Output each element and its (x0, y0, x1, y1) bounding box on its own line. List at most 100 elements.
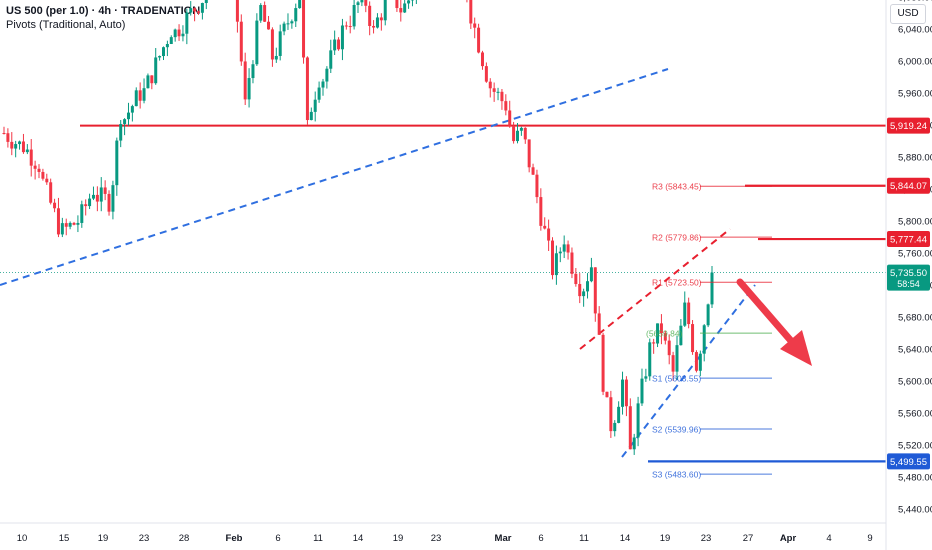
y-tick-label: 5,520.00 (898, 441, 932, 452)
time-axis[interactable]: 10 15 19 23 28 Feb 6 11 14 19 23 Mar 6 11 14 19 23 27 Apr 4… (17, 533, 873, 544)
long-trendline[interactable] (0, 68, 669, 286)
candle-body (352, 5, 356, 27)
candle-body (325, 68, 329, 82)
candle-body (6, 133, 10, 142)
candle-body (146, 75, 150, 89)
level-price-label: 5,919.24 (890, 121, 927, 132)
x-tick-label: 6 (538, 533, 543, 544)
candle-body (60, 223, 64, 235)
candle-body (259, 5, 263, 21)
candle-body (687, 302, 691, 325)
candle-body (107, 193, 111, 212)
candle-body (41, 171, 45, 179)
candle-body (239, 21, 243, 62)
candle-body (609, 397, 613, 432)
candle-body (683, 302, 687, 326)
bearish-arrow[interactable] (736, 278, 812, 366)
candle-body (375, 17, 379, 28)
price-axis[interactable]: 5,440.00 5,480.00 5,520.00 5,560.00 5,600.00… (898, 0, 932, 516)
candle-body (309, 111, 313, 121)
candle-body (473, 23, 477, 28)
channel-upper-line[interactable] (579, 228, 731, 350)
candle-body (278, 31, 282, 56)
candle-body (263, 5, 267, 22)
candle-body (150, 75, 154, 84)
y-tick-label: 5,800.00 (898, 217, 932, 228)
candle-body (554, 253, 558, 276)
candle-body (601, 334, 605, 392)
candle-body (282, 23, 286, 32)
y-tick-label: 6,040.00 (898, 25, 932, 36)
y-tick-label: 5,440.00 (898, 505, 932, 516)
candle-body (189, 8, 193, 13)
candle-body (527, 139, 531, 168)
level-price-label: 5,777.44 (890, 235, 927, 246)
current-price-tag (887, 264, 930, 291)
candle-body (193, 8, 197, 12)
candle-body (76, 222, 80, 225)
candle-body (321, 81, 325, 88)
y-tick-label: 5,760.00 (898, 249, 932, 260)
candle-body (504, 101, 508, 111)
candle-body (197, 11, 201, 13)
candle-body (138, 90, 142, 101)
candle-body (710, 272, 714, 305)
candle-body (119, 124, 123, 141)
channel-lower-line[interactable] (621, 284, 756, 458)
candle-body (356, 2, 360, 6)
candle-body (539, 197, 543, 226)
candle-body (659, 323, 663, 334)
indicator-legend[interactable]: Pivots (Traditional, Auto) (6, 19, 126, 31)
candle-body (621, 379, 625, 407)
candle-body (543, 225, 547, 229)
candle-body (586, 281, 590, 292)
candle-body (294, 8, 298, 22)
candle-body (337, 39, 341, 50)
x-tick-label: 27 (743, 533, 754, 544)
candle-body (624, 379, 628, 407)
horizontal-levels[interactable] (0, 124, 886, 463)
candle-body (72, 222, 76, 225)
x-tick-label: 9 (867, 533, 872, 544)
candle-body (14, 144, 18, 149)
pivot-label: S3 (5483.60) (652, 470, 701, 480)
candle-body (519, 127, 523, 131)
candle-body (29, 149, 33, 166)
candle-body (302, 0, 306, 58)
candle-body (566, 244, 570, 253)
candle-body (64, 223, 68, 227)
candle-body (247, 78, 251, 100)
candle-body (177, 29, 181, 37)
candle-body (274, 55, 278, 60)
y-tick-label: 5,640.00 (898, 345, 932, 356)
level-price-label: 5,499.55 (890, 457, 927, 468)
candle-body (53, 202, 57, 209)
pivot-label: R2 (5779.86) (652, 233, 702, 243)
candle-body (173, 29, 177, 38)
price-tags: 5,919.24 5,844.07 5,777.44 5,499.55 5,735.50… (887, 117, 930, 470)
x-tick-label: 19 (98, 533, 109, 544)
candle-body (551, 240, 555, 276)
candle-body (379, 17, 383, 21)
currency-button[interactable]: USD (890, 4, 926, 24)
y-tick-label: 5,600.00 (898, 377, 932, 388)
candle-body (111, 185, 115, 212)
y-tick-label: 5,880.00 (898, 153, 932, 164)
candle-body (154, 57, 158, 84)
candle-body (305, 57, 309, 121)
candle-body (535, 174, 539, 198)
candle-body (488, 81, 492, 89)
candle-body (80, 204, 84, 223)
candle-body (298, 0, 302, 9)
pivot-levels: R3 (5843.45) R2 (5779.86) R1 (5723.50) (565… (646, 182, 772, 480)
level-price-tag (887, 117, 930, 134)
candle-body (652, 342, 656, 344)
candle-body (578, 284, 582, 297)
candle-body (656, 323, 660, 344)
trendlines[interactable] (0, 68, 756, 458)
candle-body (340, 25, 344, 50)
candle-body (267, 21, 271, 30)
candle-body (88, 198, 92, 207)
candle-body (496, 91, 500, 93)
